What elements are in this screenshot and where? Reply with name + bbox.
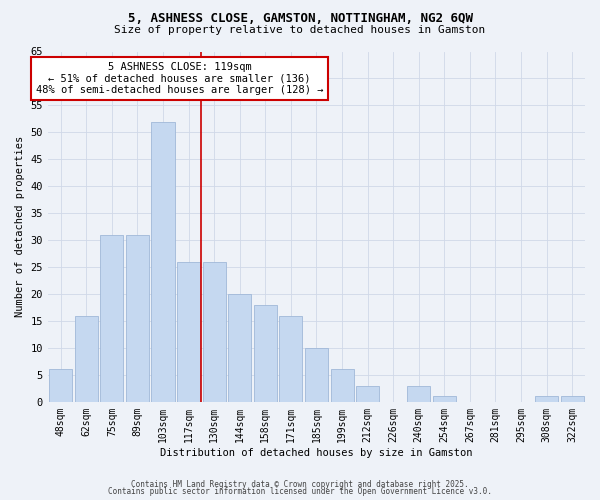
Bar	[331, 370, 353, 402]
Text: Contains public sector information licensed under the Open Government Licence v3: Contains public sector information licen…	[108, 488, 492, 496]
Y-axis label: Number of detached properties: Number of detached properties	[15, 136, 25, 318]
Bar	[75, 316, 98, 402]
Text: 5 ASHNESS CLOSE: 119sqm
← 51% of detached houses are smaller (136)
48% of semi-d: 5 ASHNESS CLOSE: 119sqm ← 51% of detache…	[36, 62, 323, 95]
Bar	[177, 262, 200, 402]
Bar	[100, 235, 124, 402]
Bar	[126, 235, 149, 402]
Bar	[356, 386, 379, 402]
Bar	[254, 305, 277, 402]
Bar	[280, 316, 302, 402]
Bar	[535, 396, 558, 402]
Bar	[49, 370, 72, 402]
X-axis label: Distribution of detached houses by size in Gamston: Distribution of detached houses by size …	[160, 448, 473, 458]
Text: Size of property relative to detached houses in Gamston: Size of property relative to detached ho…	[115, 25, 485, 35]
Text: 5, ASHNESS CLOSE, GAMSTON, NOTTINGHAM, NG2 6QW: 5, ASHNESS CLOSE, GAMSTON, NOTTINGHAM, N…	[128, 12, 473, 26]
Bar	[561, 396, 584, 402]
Bar	[433, 396, 456, 402]
Bar	[151, 122, 175, 402]
Bar	[407, 386, 430, 402]
Bar	[228, 294, 251, 402]
Bar	[203, 262, 226, 402]
Text: Contains HM Land Registry data © Crown copyright and database right 2025.: Contains HM Land Registry data © Crown c…	[131, 480, 469, 489]
Bar	[305, 348, 328, 402]
